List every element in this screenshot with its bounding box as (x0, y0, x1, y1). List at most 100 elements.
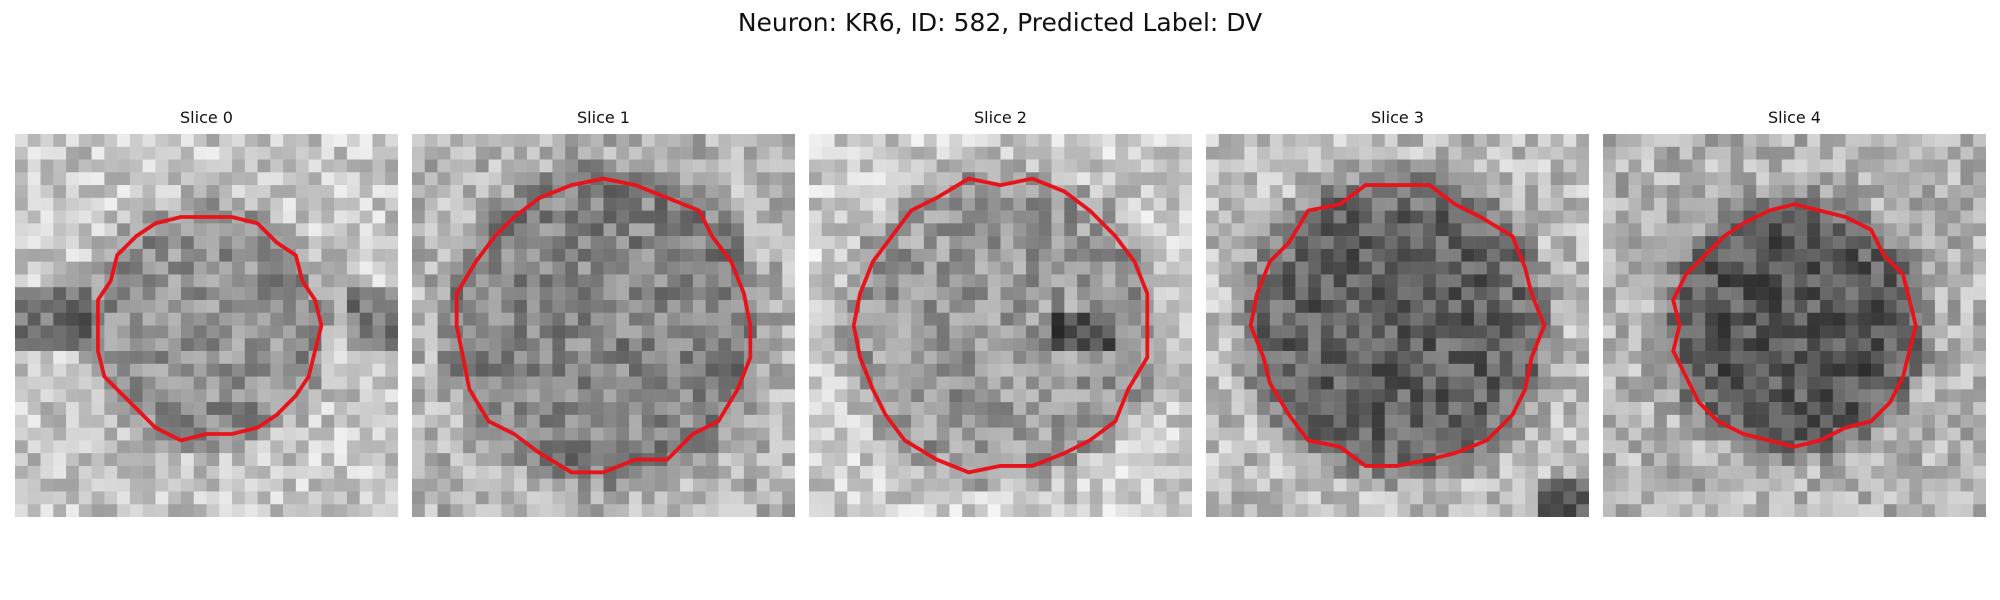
image-pixel (1077, 427, 1091, 441)
image-pixel (782, 312, 795, 326)
image-pixel (501, 351, 515, 365)
image-pixel (809, 440, 823, 454)
image-pixel (1486, 172, 1500, 186)
image-pixel (603, 223, 617, 237)
image-pixel (1115, 197, 1129, 211)
image-pixel (1179, 363, 1192, 377)
image-pixel (590, 376, 604, 390)
image-pixel (577, 389, 591, 403)
image-pixel (450, 185, 464, 199)
image-pixel (1550, 236, 1564, 250)
image-pixel (475, 453, 489, 467)
image-pixel (1384, 172, 1398, 186)
image-pixel (577, 504, 591, 517)
image-pixel (1359, 414, 1373, 428)
image-pixel (78, 274, 92, 288)
image-pixel (1320, 274, 1334, 288)
image-pixel (40, 287, 54, 301)
image-pixel (705, 261, 719, 275)
image-pixel (1525, 223, 1539, 237)
image-pixel (1794, 274, 1808, 288)
image-pixel (1179, 197, 1192, 211)
image-pixel (1525, 414, 1539, 428)
image-pixel (257, 172, 271, 186)
image-pixel (1077, 248, 1091, 262)
image-pixel (1486, 146, 1500, 160)
image-pixel (1550, 453, 1564, 467)
image-pixel (1013, 465, 1027, 479)
image-pixel (629, 299, 643, 313)
image-pixel (53, 159, 67, 173)
image-pixel (321, 146, 335, 160)
image-pixel (1140, 210, 1154, 224)
image-pixel (1934, 440, 1948, 454)
image-pixel (1807, 376, 1821, 390)
image-pixel (232, 478, 246, 492)
image-pixel (1308, 146, 1322, 160)
image-pixel (244, 504, 258, 517)
image-pixel (1346, 376, 1360, 390)
image-pixel (334, 146, 348, 160)
image-pixel (257, 440, 271, 454)
image-pixel (616, 414, 630, 428)
image-pixel (295, 312, 309, 326)
image-pixel (1896, 427, 1910, 441)
image-pixel (1179, 210, 1192, 224)
image-pixel (1563, 146, 1577, 160)
image-pixel (424, 197, 438, 211)
image-pixel (193, 325, 207, 339)
image-pixel (898, 465, 912, 479)
image-pixel (66, 248, 80, 262)
image-pixel (936, 287, 950, 301)
image-pixel (1973, 223, 1986, 237)
image-pixel (1947, 185, 1961, 199)
image-pixel (1206, 325, 1220, 339)
image-pixel (1692, 312, 1706, 326)
image-pixel (1603, 312, 1617, 326)
image-pixel (565, 440, 579, 454)
image-pixel (1269, 351, 1283, 365)
image-pixel (872, 299, 886, 313)
image-pixel (987, 274, 1001, 288)
image-pixel (1499, 261, 1513, 275)
image-pixel (1257, 223, 1271, 237)
image-pixel (1871, 274, 1885, 288)
image-pixel (1666, 376, 1680, 390)
image-pixel (308, 134, 322, 148)
image-pixel (923, 478, 937, 492)
image-pixel (1166, 389, 1180, 403)
image-pixel (847, 363, 861, 377)
image-pixel (565, 223, 579, 237)
image-pixel (1947, 172, 1961, 186)
image-pixel (692, 312, 706, 326)
image-pixel (1832, 261, 1846, 275)
image-pixel (923, 363, 937, 377)
image-pixel (1871, 504, 1885, 517)
image-pixel (1384, 338, 1398, 352)
image-pixel (603, 325, 617, 339)
image-pixel (437, 338, 451, 352)
image-pixel (949, 351, 963, 365)
image-pixel (53, 453, 67, 467)
image-pixel (334, 402, 348, 416)
image-pixel (1743, 236, 1757, 250)
image-pixel (359, 351, 373, 365)
image-pixel (1269, 236, 1283, 250)
image-pixel (1832, 351, 1846, 365)
image-pixel (1435, 427, 1449, 441)
image-pixel (270, 299, 284, 313)
image-pixel (1038, 236, 1052, 250)
image-pixel (232, 223, 246, 237)
image-pixel (1269, 491, 1283, 505)
image-pixel (1922, 465, 1936, 479)
image-pixel (1705, 172, 1719, 186)
image-pixel (1333, 236, 1347, 250)
image-pixel (1397, 134, 1411, 148)
image-pixel (860, 197, 874, 211)
image-pixel (743, 236, 757, 250)
image-pixel (1730, 185, 1744, 199)
image-pixel (1628, 261, 1642, 275)
image-pixel (1026, 197, 1040, 211)
image-pixel (1128, 236, 1142, 250)
image-pixel (641, 210, 655, 224)
